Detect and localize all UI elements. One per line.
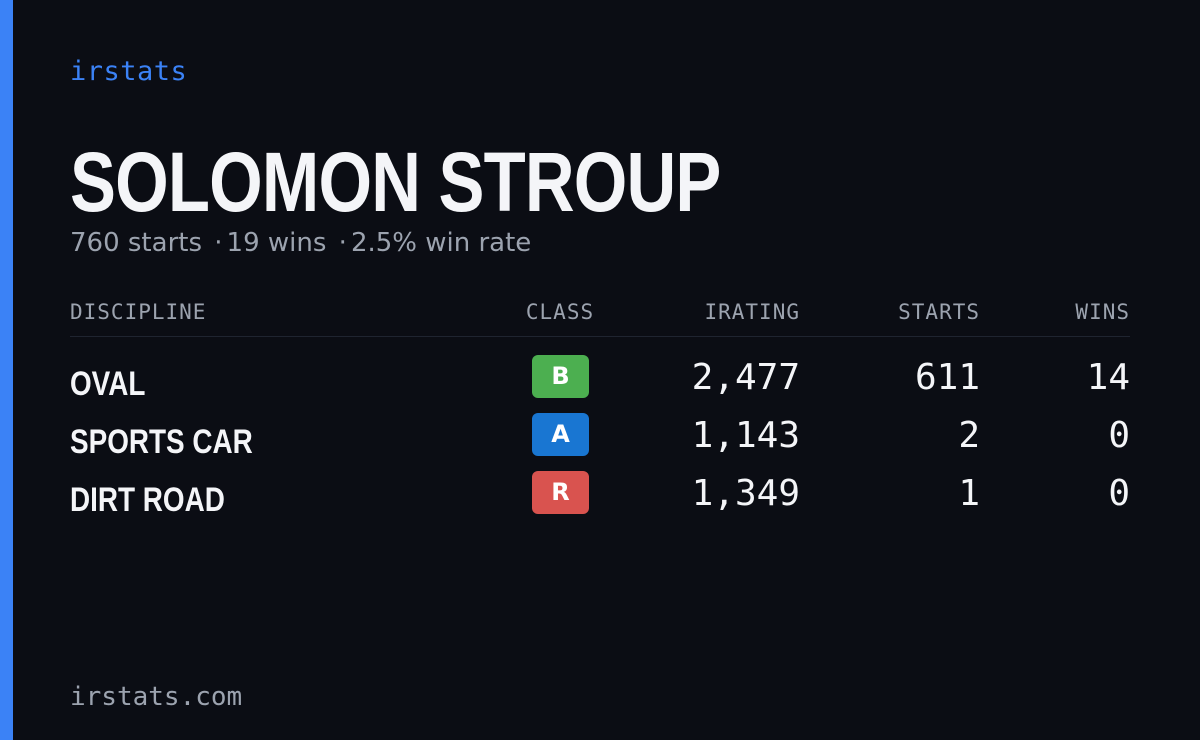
discipline-name: OVAL	[70, 365, 146, 403]
footer-url: irstats.com	[70, 682, 243, 712]
separator: ·	[214, 228, 223, 258]
table-row: DIRT ROAD R 1,349 1 0	[70, 471, 1130, 529]
table-row: SPORTS CAR A 1,143 2 0	[70, 413, 1130, 471]
table-row: OVAL B 2,477 611 14	[70, 355, 1130, 413]
wins-summary: 19 wins	[226, 228, 327, 258]
accent-bar	[0, 0, 13, 740]
starts-summary: 760 starts	[70, 228, 202, 258]
class-badge: B	[532, 355, 589, 398]
table-body: OVAL B 2,477 611 14 SPORTS CAR A 1,143 2…	[70, 337, 1130, 529]
table-header: DISCIPLINE CLASS IRATING STARTS WINS	[70, 296, 1130, 337]
driver-name: SOLOMON STROUP	[70, 135, 721, 229]
header-starts: STARTS	[898, 300, 980, 324]
wins-value: 14	[1086, 357, 1130, 398]
discipline-name: DIRT ROAD	[70, 481, 225, 519]
starts-value: 611	[914, 357, 980, 398]
starts-value: 2	[958, 415, 980, 456]
irating-value: 2,477	[691, 357, 800, 398]
class-badge: A	[532, 413, 589, 456]
brand-logo-text: irstats	[70, 56, 188, 87]
driver-summary: 760 starts · 19 wins · 2.5% win rate	[70, 228, 531, 258]
wins-value: 0	[1108, 473, 1130, 514]
class-badge: R	[532, 471, 589, 514]
stats-table: DISCIPLINE CLASS IRATING STARTS WINS OVA…	[70, 296, 1130, 529]
header-irating: IRATING	[704, 300, 800, 324]
starts-value: 1	[958, 473, 980, 514]
win-rate-summary: 2.5% win rate	[350, 228, 532, 258]
header-discipline: DISCIPLINE	[70, 300, 207, 324]
header-wins: WINS	[1075, 300, 1130, 324]
separator: ·	[338, 228, 347, 258]
header-class: CLASS	[525, 300, 595, 324]
wins-value: 0	[1108, 415, 1130, 456]
irating-value: 1,143	[691, 415, 800, 456]
irating-value: 1,349	[691, 473, 800, 514]
discipline-name: SPORTS CAR	[70, 423, 253, 461]
